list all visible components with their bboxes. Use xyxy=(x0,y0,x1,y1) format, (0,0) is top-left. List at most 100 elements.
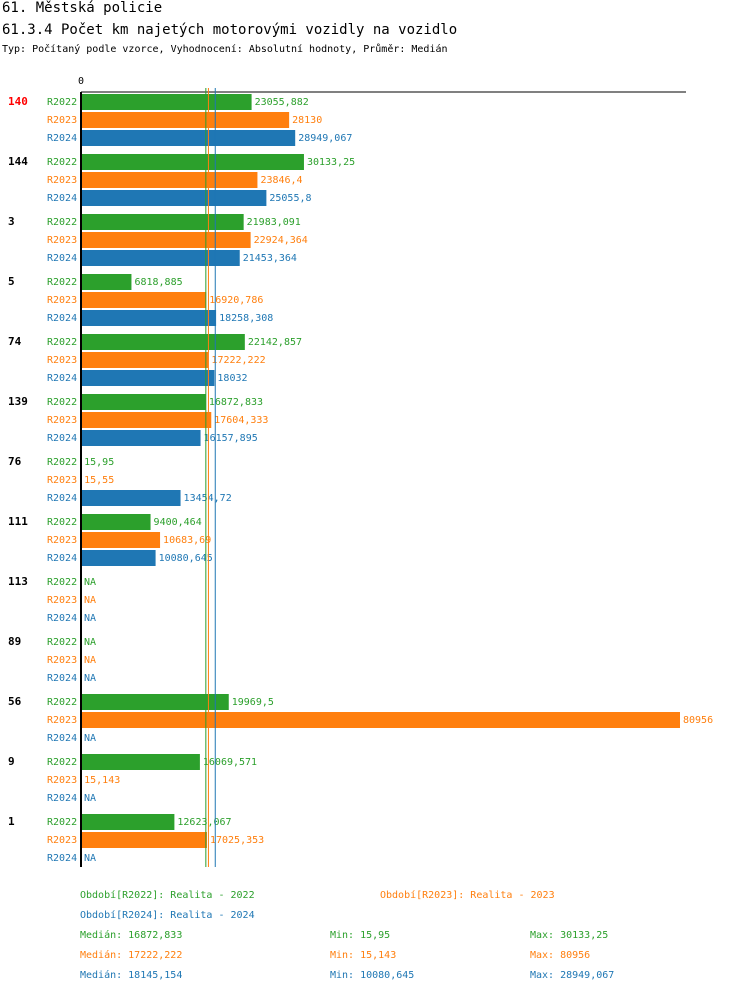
stat-min: Min: 15,95 xyxy=(330,930,390,941)
data-label: NA xyxy=(84,673,96,684)
series-row-label: R2023 xyxy=(47,535,77,546)
series-row-label: R2024 xyxy=(47,673,77,684)
series-row-label: R2022 xyxy=(47,697,77,708)
chart-type-line: Typ: Počítaný podle vzorce, Vyhodnocení:… xyxy=(2,44,448,55)
data-label: 16920,786 xyxy=(209,295,263,306)
data-label: 28130 xyxy=(292,115,322,126)
series-row-label: R2023 xyxy=(47,655,77,666)
stat-max: Max: 30133,25 xyxy=(530,930,608,941)
data-label: 17604,333 xyxy=(214,415,268,426)
series-row-label: R2024 xyxy=(47,793,77,804)
data-label: 13454,72 xyxy=(184,493,232,504)
category-label: 3 xyxy=(8,215,15,228)
category-label: 9 xyxy=(8,755,15,768)
series-row-label: R2024 xyxy=(47,193,77,204)
data-label: 15,143 xyxy=(84,775,120,786)
data-label: NA xyxy=(84,853,96,864)
data-label: NA xyxy=(84,637,96,648)
data-label: 15,55 xyxy=(84,475,114,486)
series-row-label: R2023 xyxy=(47,715,77,726)
category-label: 74 xyxy=(8,335,22,348)
series-row-label: R2023 xyxy=(47,475,77,486)
series-row-label: R2022 xyxy=(47,457,77,468)
category-label: 89 xyxy=(8,635,21,648)
series-row-label: R2024 xyxy=(47,733,77,744)
series-row-label: R2022 xyxy=(47,217,77,228)
stat-median: Medián: 17222,222 xyxy=(80,949,182,961)
data-label: 18258,308 xyxy=(219,313,273,324)
data-label: 25055,8 xyxy=(269,193,311,204)
data-label: 15,95 xyxy=(84,457,114,468)
data-label: NA xyxy=(84,733,96,744)
bar-r2022 xyxy=(81,394,206,410)
stat-median: Medián: 16872,833 xyxy=(80,929,182,941)
data-label: 21983,091 xyxy=(247,217,301,228)
data-label: 23846,4 xyxy=(260,175,302,186)
category-label: 1 xyxy=(8,815,15,828)
data-label: 22924,364 xyxy=(254,235,308,246)
data-label: 10080,645 xyxy=(159,553,213,564)
category-label: 56 xyxy=(8,695,22,708)
series-row-label: R2023 xyxy=(47,295,77,306)
series-row-label: R2023 xyxy=(47,115,77,126)
data-label: NA xyxy=(84,793,96,804)
data-label: 23055,882 xyxy=(255,97,309,108)
data-label: 19969,5 xyxy=(232,697,274,708)
bar-r2024 xyxy=(81,250,240,266)
bar-r2022 xyxy=(81,274,132,290)
series-row-label: R2024 xyxy=(47,493,77,504)
series-row-label: R2024 xyxy=(47,853,77,864)
series-row-label: R2023 xyxy=(47,775,77,786)
series-row-label: R2022 xyxy=(47,577,77,588)
chart-title: 61.3.4 Počet km najetých motorovými vozi… xyxy=(2,22,458,38)
category-label: 113 xyxy=(8,575,28,588)
series-row-label: R2022 xyxy=(47,97,77,108)
series-row-label: R2024 xyxy=(47,553,77,564)
series-row-label: R2024 xyxy=(47,133,77,144)
series-row-label: R2022 xyxy=(47,637,77,648)
category-label: 111 xyxy=(8,515,28,528)
legend-entry-r2023: Období[R2023]: Realita - 2023 xyxy=(380,889,555,901)
category-label: 144 xyxy=(8,155,28,168)
category-label: 5 xyxy=(8,275,15,288)
series-row-label: R2023 xyxy=(47,235,77,246)
stat-median: Medián: 18145,154 xyxy=(80,969,182,981)
bar-r2023 xyxy=(81,832,207,848)
data-label: 22142,857 xyxy=(248,337,302,348)
data-label: NA xyxy=(84,577,96,588)
series-row-label: R2022 xyxy=(47,757,77,768)
series-row-label: R2024 xyxy=(47,313,77,324)
bar-r2022 xyxy=(81,694,229,710)
series-row-label: R2024 xyxy=(47,253,77,264)
legend-entry-r2024: Období[R2024]: Realita - 2024 xyxy=(80,909,255,921)
stat-max: Max: 28949,067 xyxy=(530,970,614,981)
bar-r2022 xyxy=(81,94,252,110)
x-axis-zero-label: 0 xyxy=(78,76,84,87)
bar-r2024 xyxy=(81,550,156,566)
series-row-label: R2023 xyxy=(47,595,77,606)
bar-r2023 xyxy=(81,712,680,728)
stat-max: Max: 80956 xyxy=(530,950,590,961)
bar-r2023 xyxy=(81,112,290,128)
category-label: 139 xyxy=(8,395,28,408)
stat-min: Min: 15,143 xyxy=(330,950,396,961)
bar-r2024 xyxy=(81,310,217,326)
series-row-label: R2022 xyxy=(47,517,77,528)
bar-r2022 xyxy=(81,514,151,530)
data-label: 21453,364 xyxy=(243,253,297,264)
bar-r2023 xyxy=(81,292,207,308)
series-row-label: R2023 xyxy=(47,175,77,186)
data-label: 30133,25 xyxy=(307,157,355,168)
data-label: 12623,067 xyxy=(177,817,231,828)
page-title: 61. Městská policie xyxy=(2,0,163,16)
data-label: 9400,464 xyxy=(154,517,202,528)
series-row-label: R2024 xyxy=(47,373,77,384)
series-row-label: R2023 xyxy=(47,355,77,366)
data-label: 17222,222 xyxy=(211,355,265,366)
bar-r2022 xyxy=(81,814,175,830)
category-label: 76 xyxy=(8,455,22,468)
series-row-label: R2022 xyxy=(47,157,77,168)
bar-r2023 xyxy=(81,532,161,548)
series-row-label: R2023 xyxy=(47,835,77,846)
bar-r2023 xyxy=(81,172,258,188)
